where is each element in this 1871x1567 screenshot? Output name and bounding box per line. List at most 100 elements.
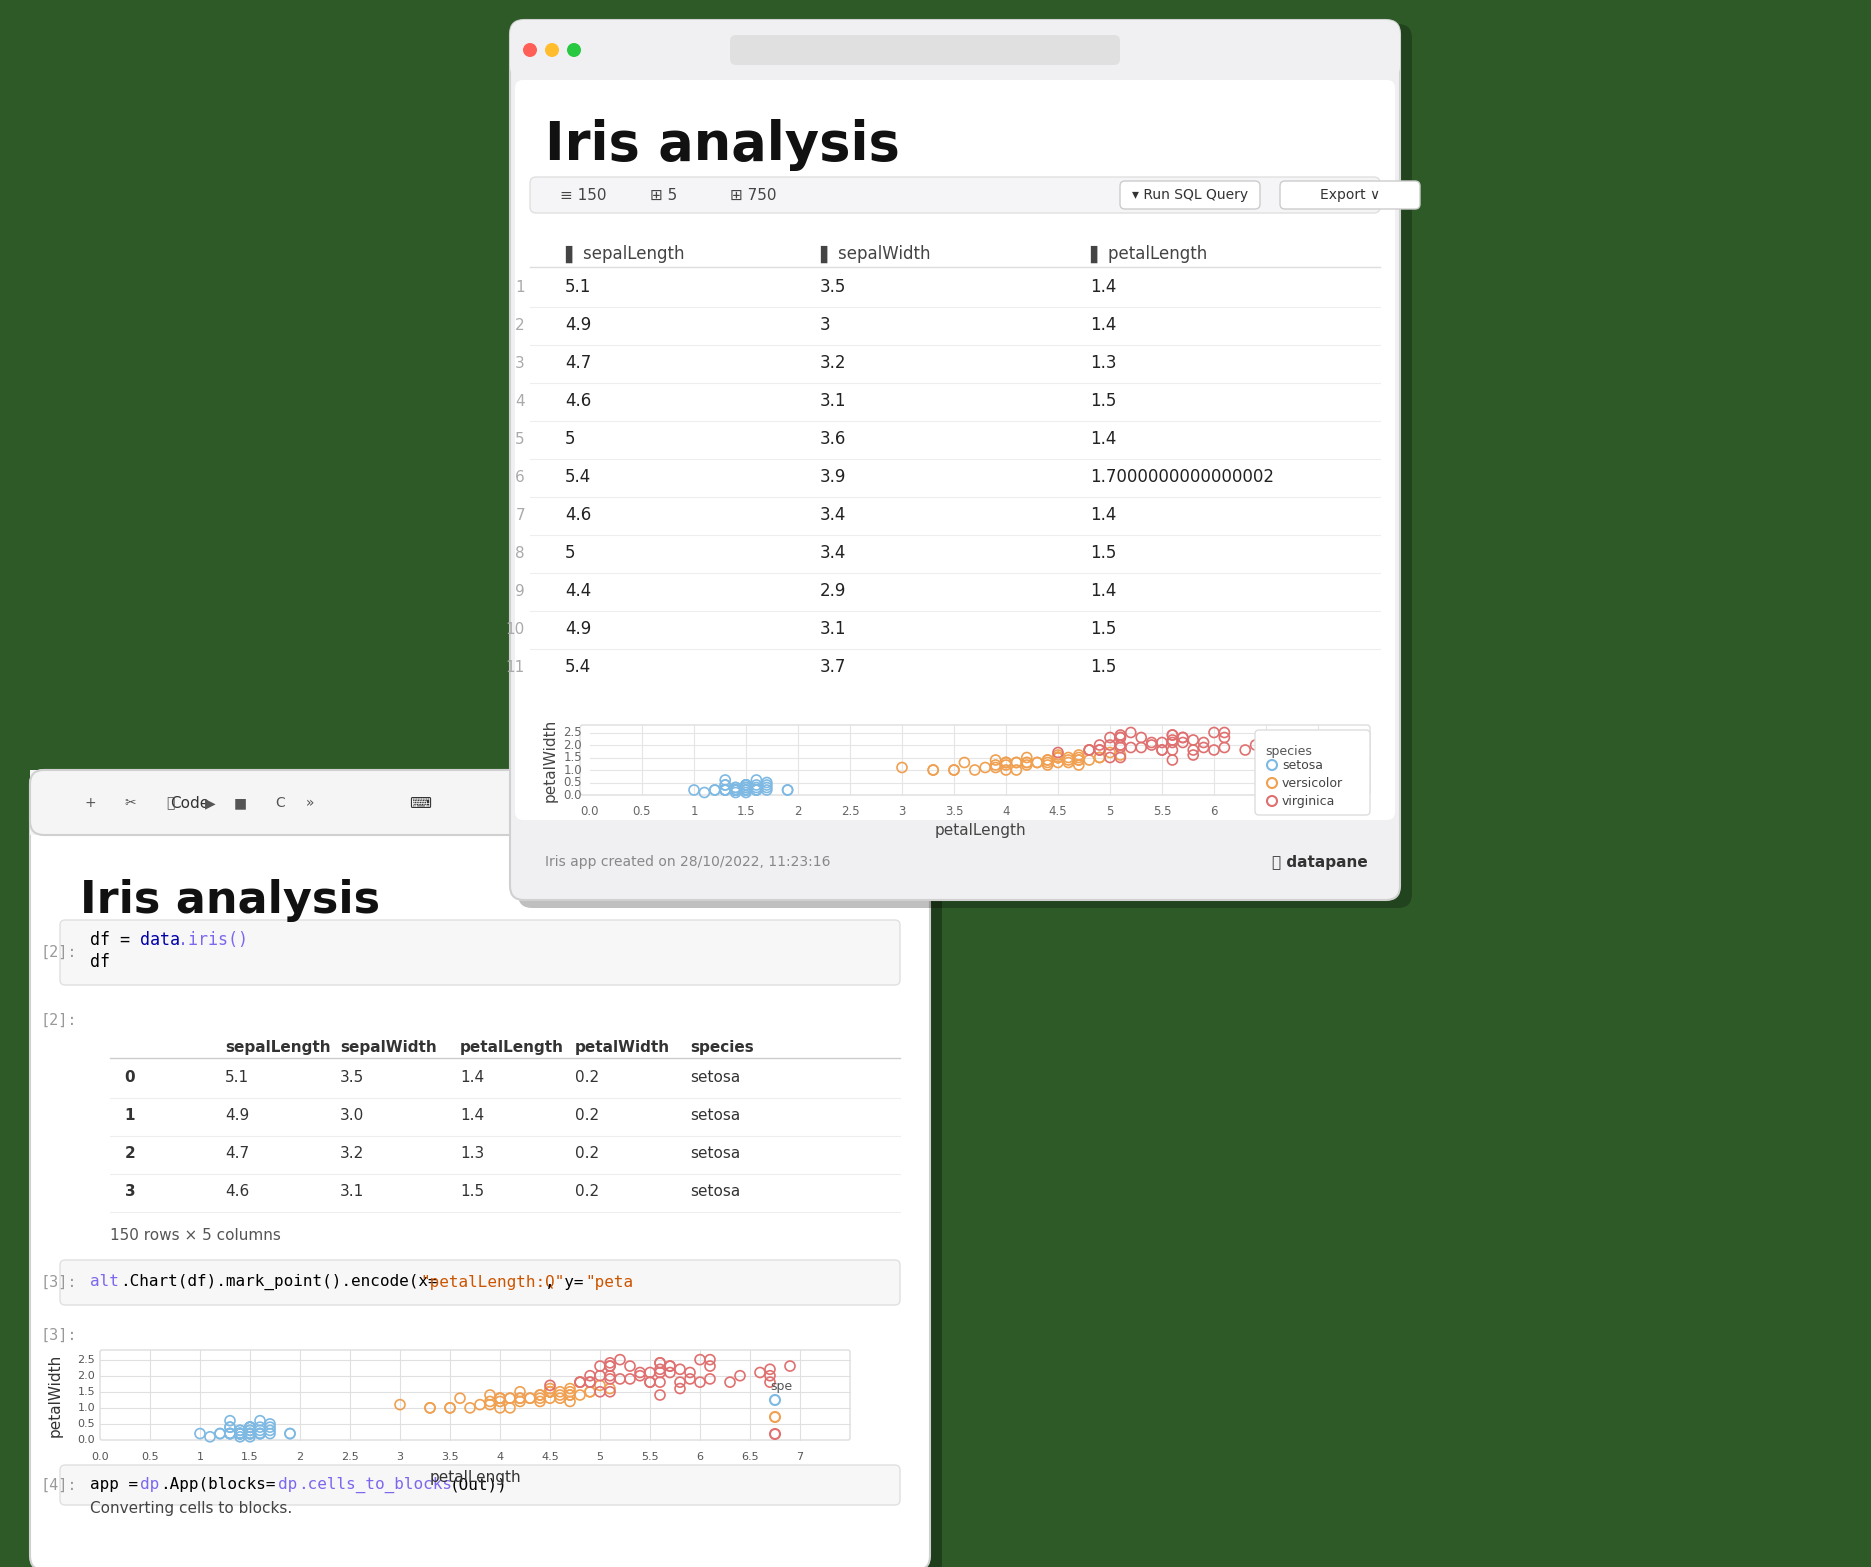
Text: 3.5: 3.5 [341, 1070, 365, 1086]
Text: Python 3 (ipyk: Python 3 (ipyk [709, 796, 838, 810]
Text: 1.4: 1.4 [1091, 317, 1117, 334]
Text: virginica: virginica [1282, 794, 1336, 807]
Text: ⎘: ⎘ [167, 796, 174, 810]
FancyBboxPatch shape [30, 769, 930, 1567]
Text: ⊞ 750: ⊞ 750 [730, 188, 776, 202]
Text: 11: 11 [505, 660, 526, 674]
Text: dp: dp [279, 1478, 297, 1492]
Text: , y=: , y= [544, 1274, 584, 1290]
FancyBboxPatch shape [511, 20, 1400, 899]
Text: ▾ Run SQL Query: ▾ Run SQL Query [1132, 188, 1248, 202]
Text: [3]:: [3]: [39, 1274, 77, 1290]
Text: 4.9: 4.9 [565, 621, 591, 638]
Text: 3.4: 3.4 [819, 506, 846, 523]
Text: 3: 3 [898, 805, 906, 818]
Text: df: df [90, 953, 110, 972]
Text: 9: 9 [515, 583, 526, 599]
Text: 3: 3 [125, 1185, 135, 1199]
Text: 6.5: 6.5 [741, 1453, 760, 1462]
Text: .cells_to_blocks: .cells_to_blocks [297, 1478, 453, 1493]
FancyBboxPatch shape [518, 24, 1413, 907]
Text: 1.4: 1.4 [460, 1108, 485, 1124]
Text: ▌ petalLength: ▌ petalLength [1091, 244, 1207, 263]
Text: Export ∨: Export ∨ [1319, 188, 1381, 202]
Text: sepalLength: sepalLength [225, 1040, 331, 1055]
Text: 1.5: 1.5 [241, 1453, 258, 1462]
Text: 0.2: 0.2 [574, 1108, 599, 1124]
Text: 4.6: 4.6 [565, 506, 591, 523]
Text: 3.1: 3.1 [819, 621, 846, 638]
Text: 5: 5 [515, 431, 526, 447]
Text: 4.5: 4.5 [1048, 805, 1066, 818]
Text: 7: 7 [515, 508, 526, 522]
Text: 5: 5 [597, 1453, 604, 1462]
Text: 7: 7 [1313, 805, 1321, 818]
FancyBboxPatch shape [37, 774, 941, 1567]
Text: 0.2: 0.2 [574, 1147, 599, 1161]
Text: ■: ■ [234, 796, 247, 810]
Text: 1.4: 1.4 [1091, 429, 1117, 448]
Text: petalWidth: petalWidth [574, 1040, 670, 1055]
Text: 1.4: 1.4 [1091, 581, 1117, 600]
Text: 5.5: 5.5 [1153, 805, 1171, 818]
Text: 4.9: 4.9 [225, 1108, 249, 1124]
FancyBboxPatch shape [580, 726, 1370, 794]
Text: 1.5: 1.5 [1091, 658, 1117, 675]
Text: petalLength: petalLength [428, 1470, 520, 1486]
Text: data: data [140, 931, 180, 950]
FancyBboxPatch shape [515, 80, 1396, 820]
Text: "petalLength:Q": "petalLength:Q" [419, 1274, 565, 1290]
Text: +: + [84, 796, 95, 810]
Text: species: species [690, 1040, 754, 1055]
Text: 0.0: 0.0 [563, 788, 582, 801]
Text: [3]:: [3]: [39, 1327, 77, 1343]
Text: spe: spe [771, 1381, 791, 1393]
Text: 4.4: 4.4 [565, 581, 591, 600]
FancyBboxPatch shape [99, 1351, 849, 1440]
Text: 1.5: 1.5 [737, 805, 756, 818]
Text: 150 rows × 5 columns: 150 rows × 5 columns [110, 1227, 281, 1243]
Text: setosa: setosa [1282, 758, 1323, 771]
Text: 8: 8 [515, 545, 526, 561]
Text: ≡ 150: ≡ 150 [559, 188, 606, 202]
Text: 4.6: 4.6 [225, 1185, 249, 1199]
Text: setosa: setosa [690, 1147, 741, 1161]
Text: 4: 4 [515, 393, 526, 409]
Text: ▌ sepalWidth: ▌ sepalWidth [819, 244, 930, 263]
Text: Iris analysis: Iris analysis [80, 879, 380, 921]
Text: 2: 2 [125, 1147, 135, 1161]
Text: Converting cells to blocks.: Converting cells to blocks. [90, 1501, 292, 1515]
Text: (Out)): (Out)) [451, 1478, 507, 1492]
Text: 1.5: 1.5 [1091, 621, 1117, 638]
Text: 0.0: 0.0 [92, 1453, 109, 1462]
Text: 0: 0 [125, 1070, 135, 1086]
Circle shape [544, 42, 559, 56]
Text: .Chart(df).mark_point().encode(x=: .Chart(df).mark_point().encode(x= [120, 1274, 438, 1290]
Text: 1.5: 1.5 [1091, 392, 1117, 411]
Text: 0.5: 0.5 [632, 805, 651, 818]
Text: Code: Code [170, 796, 210, 810]
Text: 4.7: 4.7 [565, 354, 591, 371]
FancyBboxPatch shape [30, 769, 930, 835]
Text: 1.4: 1.4 [460, 1070, 485, 1086]
FancyBboxPatch shape [1255, 730, 1370, 815]
FancyBboxPatch shape [60, 1260, 900, 1305]
Text: 3.0: 3.0 [341, 1108, 365, 1124]
FancyBboxPatch shape [730, 34, 1121, 64]
Text: alt: alt [90, 1274, 120, 1290]
Text: petalLength: petalLength [460, 1040, 563, 1055]
Text: Iris app created on 28/10/2022, 11:23:16: Iris app created on 28/10/2022, 11:23:16 [544, 856, 831, 870]
Text: 0.5: 0.5 [140, 1453, 159, 1462]
Text: 2.5: 2.5 [840, 805, 859, 818]
Text: 3: 3 [397, 1453, 404, 1462]
Text: 1.4: 1.4 [1091, 277, 1117, 296]
Text: species: species [1265, 744, 1312, 758]
Text: 6: 6 [1211, 805, 1218, 818]
Text: 3.2: 3.2 [819, 354, 846, 371]
Text: 5.1: 5.1 [565, 277, 591, 296]
Text: 4.6: 4.6 [565, 392, 591, 411]
Text: petalWidth: petalWidth [543, 718, 558, 802]
Text: 1.0: 1.0 [563, 763, 582, 777]
Text: setosa: setosa [690, 1185, 741, 1199]
Text: 4: 4 [496, 1453, 503, 1462]
